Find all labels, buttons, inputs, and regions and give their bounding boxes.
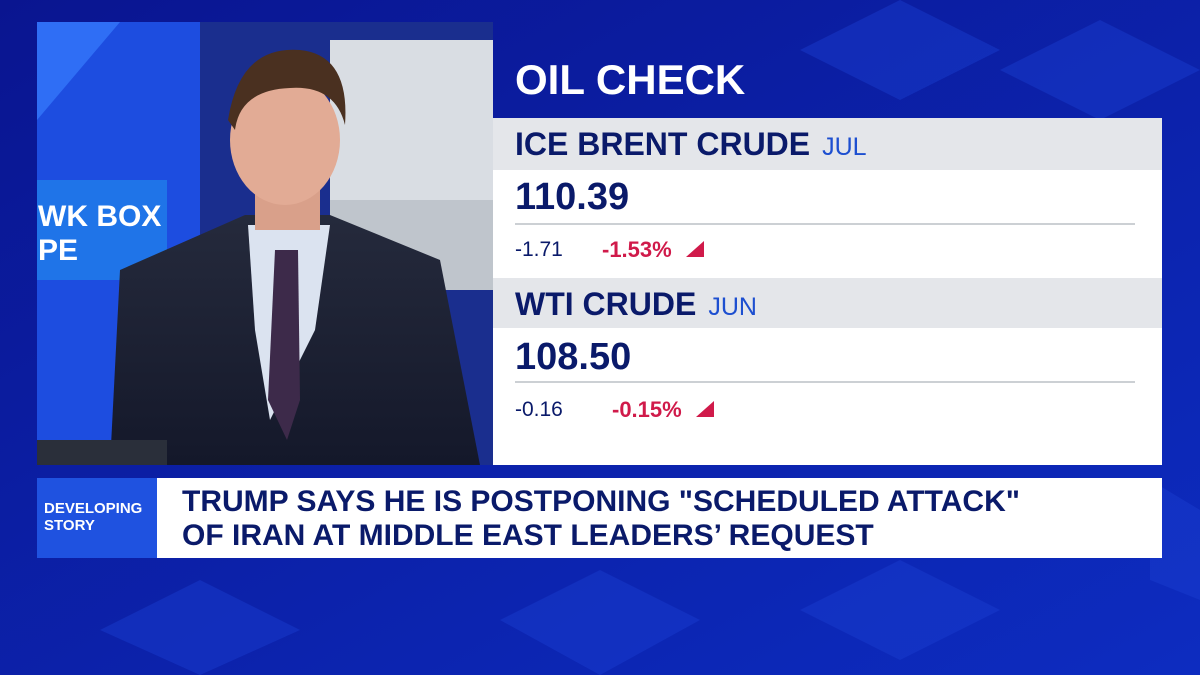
ticker-label-line: STORY xyxy=(44,517,95,534)
down-indicator xyxy=(685,241,704,257)
ticker-label-line: DEVELOPING xyxy=(44,500,143,517)
price: 110.39 xyxy=(515,176,630,218)
percent-change: -0.15% xyxy=(612,397,714,423)
change: -0.16 xyxy=(515,398,563,421)
headline-line: OF IRAN AT MIDDLE EAST LEADERS’ REQUEST xyxy=(182,519,874,552)
sign-line: PE xyxy=(38,234,79,267)
commodity-header: WTI CRUDE JUN xyxy=(515,286,757,323)
down-indicator xyxy=(695,401,714,417)
change: -1.71 xyxy=(515,238,563,261)
commodity-name: ICE BRENT CRUDE xyxy=(515,126,811,162)
price: 108.50 xyxy=(515,336,632,378)
headline-line: TRUMP SAYS HE IS POSTPONING "SCHEDULED A… xyxy=(182,485,1020,518)
sign-line: WK BOX xyxy=(38,200,162,233)
ticker-label: DEVELOPING STORY xyxy=(44,500,142,534)
panel-title: OIL CHECK xyxy=(515,56,746,103)
background-sign: WK BOX PE xyxy=(38,200,161,268)
commodity-header: ICE BRENT CRUDE JUL xyxy=(515,126,867,163)
ticker-headline: TRUMP SAYS HE IS POSTPONING "SCHEDULED A… xyxy=(182,485,1020,553)
commodity-name: WTI CRUDE xyxy=(515,286,697,322)
percent-change: -1.53% xyxy=(602,237,704,263)
contract-month: JUN xyxy=(708,293,757,321)
contract-month: JUL xyxy=(822,133,867,161)
